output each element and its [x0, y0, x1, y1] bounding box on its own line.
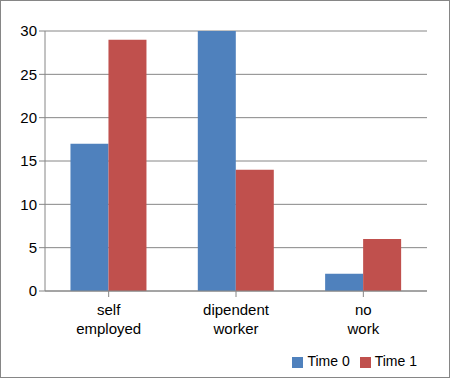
svg-text:25: 25 — [20, 66, 37, 83]
svg-text:nowork: nowork — [346, 301, 379, 337]
html-text:Time 0: Time 0 — [307, 353, 350, 369]
svg-text:20: 20 — [20, 109, 37, 126]
svg-text:dipendentworker: dipendentworker — [203, 301, 270, 337]
svg-text:selfemployed: selfemployed — [76, 301, 141, 337]
svg-text:10: 10 — [20, 196, 37, 213]
svg-text:15: 15 — [20, 152, 37, 169]
svg-text:5: 5 — [29, 239, 37, 256]
html-text:Time 1: Time 1 — [374, 353, 417, 369]
svg-text:30: 30 — [20, 22, 37, 39]
svg-text:0: 0 — [29, 282, 37, 299]
